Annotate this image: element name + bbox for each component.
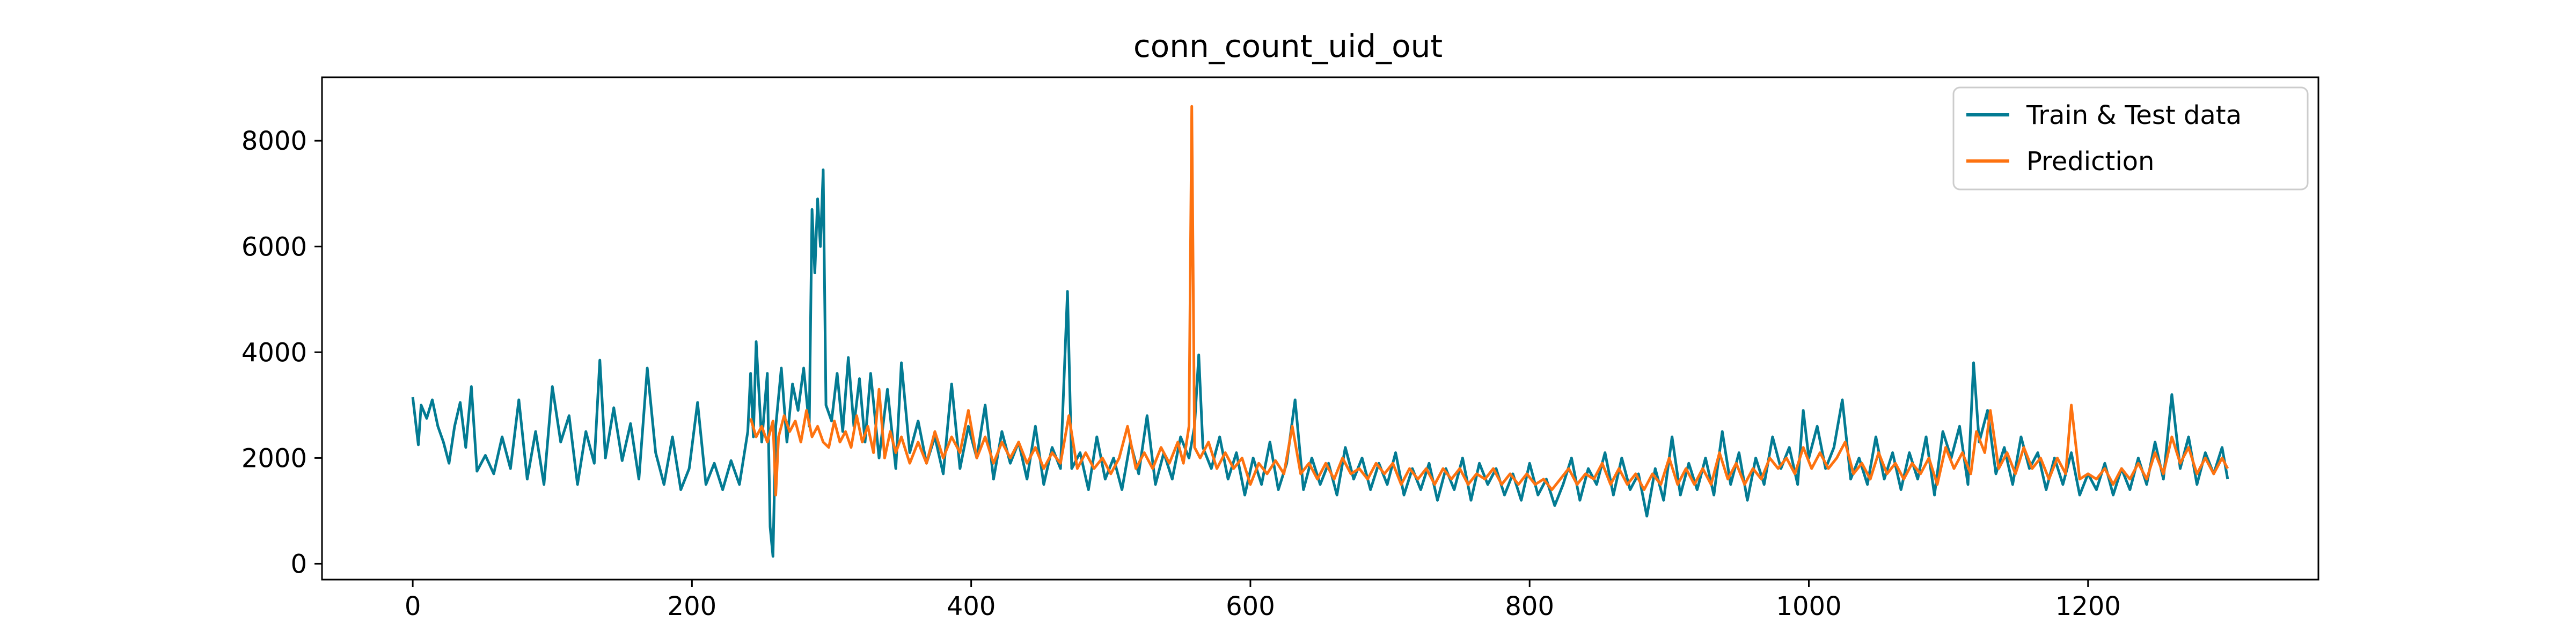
y-tick-label: 8000: [241, 126, 307, 156]
series-layer: [411, 105, 2229, 558]
series-line-prediction: [749, 105, 2229, 496]
plot-frame: [321, 76, 2319, 581]
y-axis: 0 2000 4000 6000 8000: [241, 126, 322, 579]
y-tick-label: 2000: [241, 443, 307, 473]
x-tick-label: 600: [1226, 591, 1275, 621]
legend: Train & Test data Prediction: [1952, 86, 2309, 191]
legend-entries: Train & Test data Prediction: [1966, 100, 2242, 177]
x-tick-label: 400: [947, 591, 996, 621]
legend-label-prediction: Prediction: [2026, 147, 2154, 177]
x-tick-label: 0: [405, 591, 421, 621]
x-tick-label: 1000: [1776, 591, 1841, 621]
y-tick-label: 0: [290, 549, 307, 579]
chart-title: conn_count_uid_out: [1133, 28, 1443, 64]
x-tick-label: 1200: [2055, 591, 2121, 621]
legend-label-train-test: Train & Test data: [2026, 100, 2242, 130]
series-line-train-test: [411, 168, 2229, 558]
x-tick-label: 800: [1505, 591, 1554, 621]
y-tick-label: 6000: [241, 232, 307, 262]
x-axis: 0 200 400 600 800 1000 1200: [405, 580, 2121, 621]
x-tick-label: 200: [668, 591, 717, 621]
y-tick-label: 4000: [241, 338, 307, 368]
legend-box: [1952, 86, 2309, 191]
